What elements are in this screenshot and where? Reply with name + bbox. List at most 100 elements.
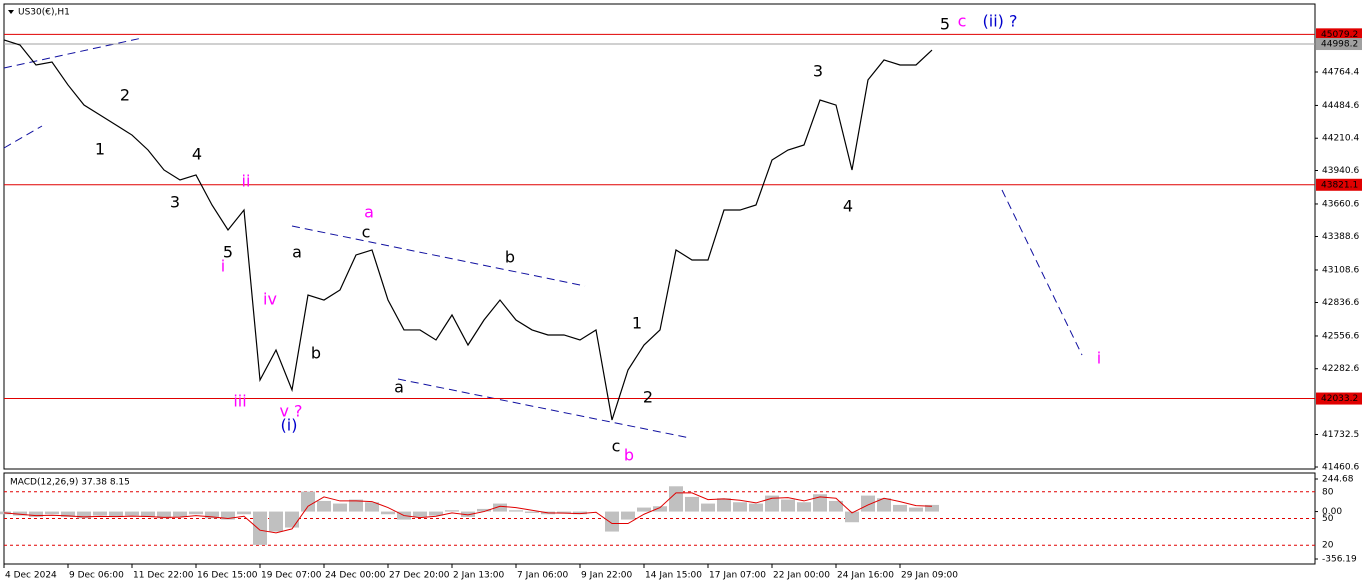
y-tick-label: 43660.6 [1322, 199, 1359, 209]
macd-bar [237, 511, 251, 515]
wave-label: a [394, 378, 404, 397]
x-tick-label: 27 Dec 20:00 [389, 571, 450, 581]
price-label-box [1316, 392, 1362, 405]
y-tick-label: 43940.6 [1322, 166, 1359, 176]
macd-bar [77, 511, 91, 519]
x-tick-label: 29 Jan 09:00 [901, 571, 958, 581]
wave-label: iii [233, 392, 246, 411]
macd-bar [509, 510, 523, 512]
macd-bar [605, 511, 619, 532]
x-tick-label: 4 Dec 2024 [5, 571, 57, 581]
macd-bar [573, 511, 587, 515]
wave-label: b [624, 446, 634, 465]
macd-bar [797, 502, 811, 512]
macd-bar [93, 511, 107, 516]
wave-label: iv [263, 290, 277, 309]
macd-bar [813, 494, 827, 512]
wave-label: 3 [813, 62, 823, 81]
macd-bar [685, 496, 699, 512]
macd-bar [637, 507, 651, 512]
price-label: 42033.2 [1321, 394, 1358, 404]
wave-label: 2 [643, 388, 653, 407]
trend-line [397, 378, 691, 439]
macd-bar [733, 502, 747, 512]
macd-bar [333, 503, 347, 512]
x-tick-label: 24 Jan 16:00 [837, 571, 894, 581]
x-tick-label: 17 Jan 07:00 [709, 571, 766, 581]
macd-bar [285, 511, 299, 528]
y-tick-label: 41732.5 [1322, 430, 1359, 440]
x-tick-label: 22 Jan 00:00 [773, 571, 830, 581]
wave-label: a [364, 203, 374, 222]
wave-label: c [612, 437, 621, 456]
wave-label: v ? [279, 402, 302, 421]
wave-label: 3 [170, 193, 180, 212]
y-tick-label: 44210.4 [1322, 134, 1359, 144]
y-tick-label: 0.00 [1322, 507, 1342, 517]
macd-bar [253, 511, 267, 545]
macd-bar [13, 511, 27, 516]
trend-line [1001, 189, 1083, 356]
macd-bar [701, 503, 715, 512]
macd-bar [157, 511, 171, 519]
wave-label: 1 [95, 140, 105, 159]
macd-bar [429, 511, 443, 516]
macd-bar [365, 502, 379, 512]
y-tick-label: 44764.4 [1322, 67, 1359, 77]
wave-label: (ii) ? [983, 12, 1018, 31]
trend-line [291, 225, 586, 287]
macd-bar [381, 511, 395, 515]
macd-bar [781, 499, 795, 512]
macd-bar [205, 511, 219, 519]
wave-label: ii [242, 172, 251, 191]
macd-bar [829, 500, 843, 512]
wave-label: i [1097, 349, 1101, 368]
macd-bar [925, 504, 939, 512]
x-tick-label: 7 Jan 06:00 [517, 571, 569, 581]
macd-bar [845, 511, 859, 523]
macd-bar [861, 495, 875, 512]
macd-bar [909, 507, 923, 512]
macd-bar [173, 511, 187, 517]
macd-title: MACD(12,26,9) 37.38 8.15 [10, 478, 130, 488]
macd-bar [189, 511, 203, 515]
macd-bar [221, 511, 235, 520]
wave-label: 5 [223, 243, 233, 262]
macd-bar [413, 511, 427, 517]
x-tick-label: 14 Jan 15:00 [645, 571, 702, 581]
wave-label: 4 [843, 197, 853, 216]
y-tick-label: -356.19 [1322, 555, 1357, 565]
trend-lines [3, 37, 1083, 439]
wave-label: 1 [632, 314, 642, 333]
macd-bar [877, 498, 891, 512]
menu-arrow [8, 10, 14, 14]
price-label: 43821.1 [1321, 180, 1358, 190]
x-tick-label: 24 Dec 00:00 [325, 571, 386, 581]
wave-label: i [221, 257, 225, 276]
macd-bar [893, 504, 907, 512]
macd-bar [557, 511, 571, 513]
y2-tick-label: 80 [1322, 487, 1334, 497]
main-panel [3, 3, 1316, 470]
wave-label: 4 [192, 145, 202, 164]
macd-bar [525, 511, 539, 513]
macd-bar [669, 486, 683, 512]
macd-bar [109, 511, 123, 517]
y-tick-label: 44484.6 [1322, 101, 1359, 111]
x-tick-label: 9 Jan 22:00 [581, 571, 633, 581]
trend-line [3, 37, 143, 69]
macd-bar [125, 511, 139, 516]
wave-label: c [362, 223, 371, 242]
y-tick-label: 43108.6 [1322, 265, 1359, 275]
y2-tick-label: 20 [1322, 541, 1334, 551]
macd-bar [301, 491, 315, 512]
y-tick-label: 41460.6 [1322, 463, 1359, 473]
price-label: 45079.2 [1321, 30, 1358, 40]
macd-bar [461, 511, 475, 517]
macd-bar [493, 503, 507, 512]
x-tick-label: 19 Dec 07:00 [261, 571, 322, 581]
y-tick-label: 244.68 [1322, 474, 1354, 484]
y2-tick-label: 50 [1322, 514, 1334, 524]
wave-label: 2 [120, 86, 130, 105]
